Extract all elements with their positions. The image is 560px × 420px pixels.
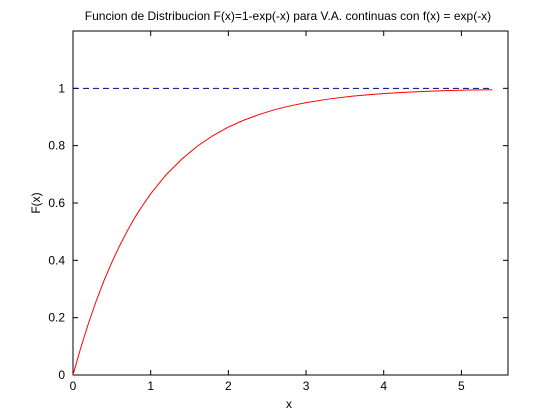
series-layer: [72, 87, 493, 376]
x-tick-label: 3: [303, 379, 310, 393]
x-tick-label: 5: [458, 379, 465, 393]
plot-area: [72, 30, 509, 376]
cdf-curve: [72, 89, 493, 376]
x-tick-label: 1: [147, 379, 154, 393]
x-axis-label: x: [286, 397, 292, 411]
y-axis-label: F(x): [29, 192, 43, 213]
x-tick-label: 4: [380, 379, 387, 393]
chart-title: Funcion de Distribucion F(x)=1-exp(-x) p…: [85, 9, 491, 23]
x-tick-label: 0: [70, 379, 77, 393]
y-axis-ticks: 0 0.2 0.4 0.6 0.8 1: [48, 81, 508, 382]
y-tick-label: 0.4: [48, 253, 65, 267]
y-tick-label: 1: [58, 81, 65, 95]
x-axis-ticks: 0 1 2 3 4 5: [70, 31, 465, 393]
y-tick-label: 0.6: [48, 196, 65, 210]
y-tick-label: 0.8: [48, 139, 65, 153]
y-tick-label: 0: [58, 368, 65, 382]
x-tick-label: 2: [225, 379, 232, 393]
y-tick-label: 0.2: [48, 311, 65, 325]
